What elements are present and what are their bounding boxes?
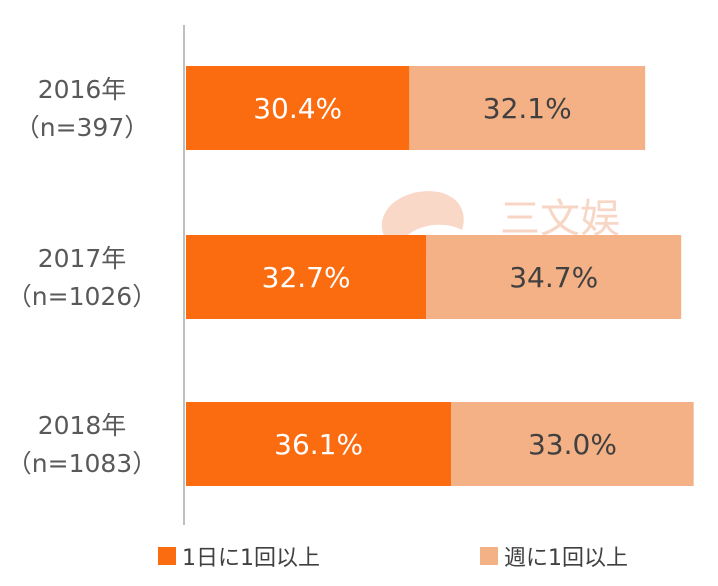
bar-daily (186, 235, 427, 319)
category-year-label: 2016年 (38, 75, 127, 104)
legend-label: 1日に1回以上 (182, 546, 320, 571)
watermark-text: 三文娱 (500, 196, 620, 242)
category-n-label: （n=1083） (7, 449, 157, 478)
legend-swatch (158, 547, 176, 565)
category-labels: 2016年 （n=397） 2017年 （n=1026） 2018年 （n=1083） (7, 75, 157, 478)
legend-label: 週に1回以上 (504, 546, 628, 571)
category-n-label: （n=1026） (7, 282, 157, 311)
category-n-label: （n=397） (15, 113, 150, 142)
category-year-label: 2017年 (38, 244, 127, 273)
bar-value-label: 32.7% (262, 261, 351, 294)
bar-weekly (451, 402, 694, 486)
bar-daily (186, 402, 452, 486)
bar-value-label: 30.4% (253, 92, 342, 125)
legend: 1日に1回以上 週に1回以上 (158, 546, 628, 571)
bars-layer (186, 66, 694, 486)
bar-weekly (426, 235, 682, 319)
bar-daily (186, 66, 410, 150)
bar-value-label: 36.1% (274, 428, 363, 461)
legend-swatch (480, 547, 498, 565)
bar-value-label: 33.0% (528, 428, 617, 461)
bar-weekly (409, 66, 646, 150)
value-labels: 30.4% 32.1% 32.7% 34.7% 36.1% 33.0% (253, 92, 617, 461)
bar-value-label: 32.1% (483, 92, 572, 125)
category-year-label: 2018年 (38, 411, 127, 440)
bar-value-label: 34.7% (509, 261, 598, 294)
